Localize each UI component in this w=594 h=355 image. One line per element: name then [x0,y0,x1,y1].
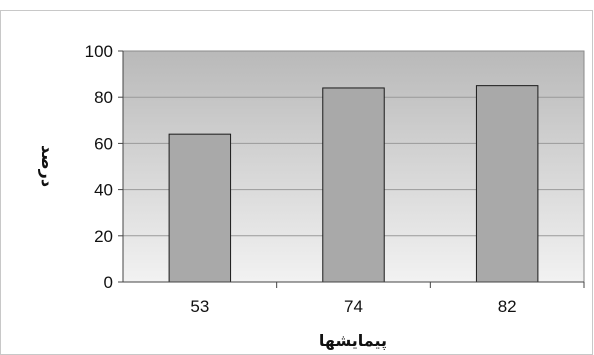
y-axis-title: درصد [38,145,57,187]
bar-53 [168,133,232,283]
y-tick-label: 0 [104,273,113,292]
y-tick-label: 100 [85,42,113,61]
y-tick-label: 40 [94,181,113,200]
x-tick-label: 74 [344,297,363,316]
x-axis-title: پیمایشها [319,331,387,351]
y-tick-labels: 0 20 40 60 80 100 [85,42,113,292]
axes [118,50,585,288]
y-tick-label: 60 [94,134,113,153]
bars [168,85,539,283]
x-tick-label: 53 [190,297,209,316]
y-tick-label: 80 [94,88,113,107]
bar-74 [322,87,385,283]
x-tick-label: 82 [498,297,517,316]
y-tick-label: 20 [94,227,113,246]
bar-82 [475,85,539,283]
x-tick-labels: 53 74 82 [190,297,516,316]
